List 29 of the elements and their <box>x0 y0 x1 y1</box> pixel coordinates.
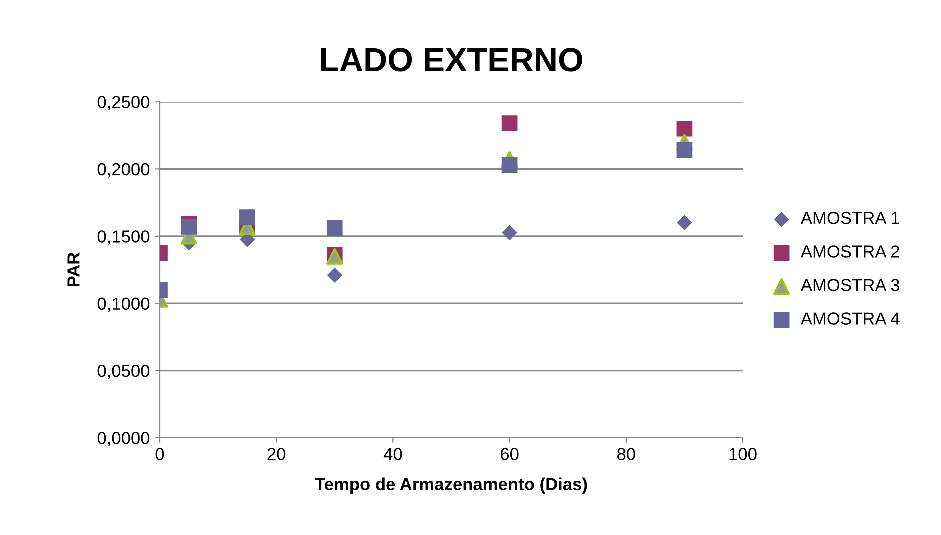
point <box>240 210 256 226</box>
y-tick-label: 0,1500 <box>98 230 150 245</box>
x-tick-label: 60 <box>501 448 519 460</box>
point <box>676 142 693 158</box>
point <box>502 157 518 174</box>
x-tick-label: 20 <box>268 448 286 460</box>
legend-label: AMOSTRA 2 <box>800 246 900 258</box>
x-tick-label: 40 <box>384 448 402 460</box>
point <box>502 225 518 241</box>
y-axis-title: PAR <box>68 252 80 287</box>
y-tick-label: 0,2500 <box>98 96 150 111</box>
point <box>326 220 343 236</box>
y-tick-label: 0,0500 <box>98 364 150 380</box>
x-tick-label: 100 <box>730 448 757 460</box>
y-tick-label: 0,2000 <box>98 163 150 178</box>
x-axis-title: Tempo de Armazenamento (Dias) <box>315 478 588 494</box>
point <box>181 219 198 235</box>
point <box>676 120 693 137</box>
legend-label: AMOSTRA 4 <box>800 312 900 325</box>
point <box>502 116 518 132</box>
y-tick-label: 0,1000 <box>98 298 150 312</box>
x-tick-label: 0 <box>156 448 164 460</box>
legend-label: AMOSTRA 3 <box>800 279 900 292</box>
x-tick-label: 80 <box>618 448 636 460</box>
legend-label: AMOSTRA 1 <box>800 212 900 224</box>
chart-title: LADO EXTERNO <box>321 48 583 72</box>
y-tick-label: 0,0000 <box>98 432 150 447</box>
point <box>677 215 692 231</box>
point <box>327 268 343 283</box>
